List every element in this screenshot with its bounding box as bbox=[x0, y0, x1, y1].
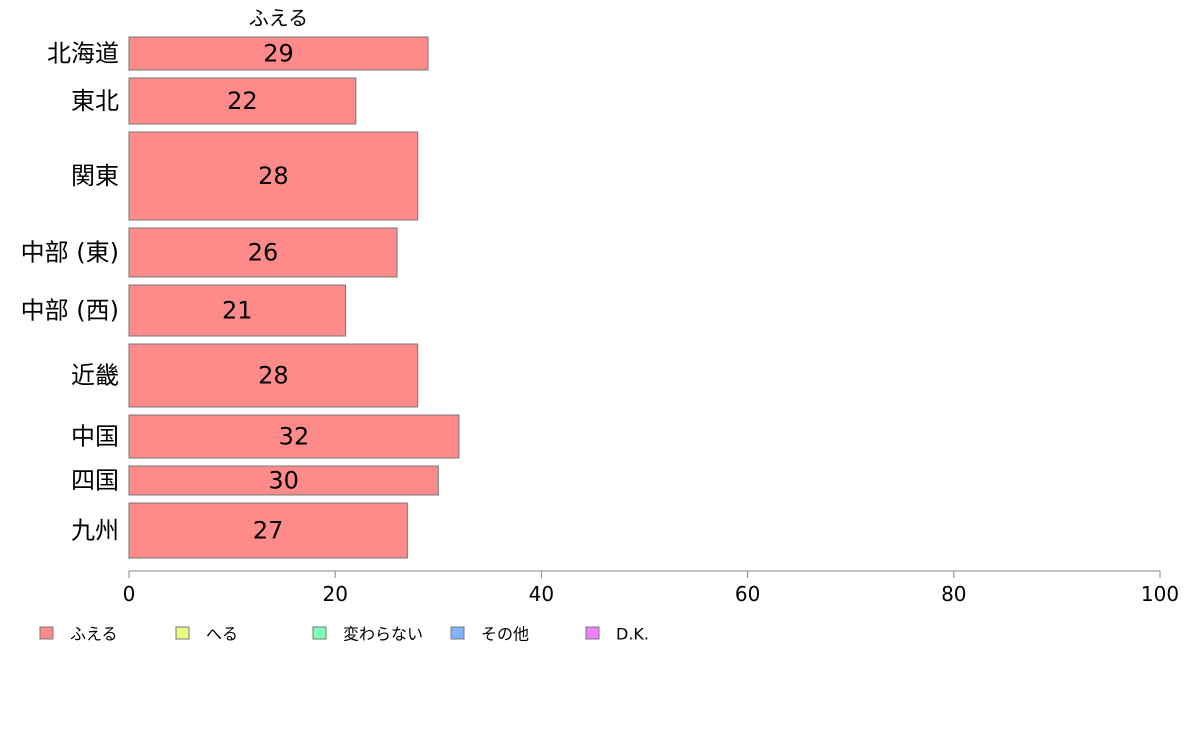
category-label: 四国 bbox=[71, 467, 119, 495]
bar bbox=[128, 77, 357, 125]
category-label: 関東 bbox=[71, 162, 119, 190]
bar-value-label: 28 bbox=[258, 362, 289, 390]
legend-label: その他 bbox=[481, 625, 529, 644]
bar-value-label: 26 bbox=[248, 239, 279, 267]
category-label: 中国 bbox=[71, 423, 119, 451]
x-tick-label: 0 bbox=[123, 582, 136, 606]
category-label: 九州 bbox=[71, 517, 119, 545]
bar-value-label: 30 bbox=[268, 467, 299, 495]
category-label: 近畿 bbox=[71, 362, 119, 390]
legend-swatch bbox=[39, 626, 54, 640]
bars-group: 北海道 29 東北 22 関東 28 中部 (東) 26 中部 (西) 21 近畿 28 中国 32 四国 3… bbox=[21, 36, 460, 559]
x-tick-label: 20 bbox=[322, 582, 347, 606]
bar-value-label: 21 bbox=[222, 297, 253, 325]
legend-swatch bbox=[175, 626, 190, 640]
series-title: ふえる bbox=[249, 6, 308, 30]
legend-swatch bbox=[585, 626, 600, 640]
legend-label: D.K. bbox=[616, 625, 649, 644]
bar-value-label: 27 bbox=[253, 517, 284, 545]
legend-label: ふえる bbox=[70, 625, 118, 644]
bar bbox=[128, 227, 398, 278]
x-tick-label: 100 bbox=[1141, 582, 1179, 606]
bar bbox=[128, 343, 419, 408]
category-label: 中部 (東) bbox=[21, 239, 119, 267]
legend-swatch bbox=[312, 626, 327, 640]
legend-swatch bbox=[450, 626, 465, 640]
bar bbox=[128, 36, 429, 71]
legend-label: へる bbox=[206, 625, 238, 644]
x-tick-label: 40 bbox=[529, 582, 554, 606]
bar bbox=[128, 284, 347, 337]
bar bbox=[128, 465, 439, 496]
legend-label: 変わらない bbox=[343, 625, 423, 644]
bar-value-label: 29 bbox=[263, 40, 294, 68]
x-tick-label: 80 bbox=[941, 582, 966, 606]
bar bbox=[128, 131, 419, 221]
category-label: 北海道 bbox=[47, 40, 119, 68]
bar-value-label: 28 bbox=[258, 162, 289, 190]
bar-value-label: 32 bbox=[279, 423, 310, 451]
bar-value-label: 22 bbox=[227, 87, 258, 115]
category-label: 東北 bbox=[71, 87, 119, 115]
x-tick-label: 60 bbox=[735, 582, 760, 606]
x-axis: 0 20 40 60 80 100 bbox=[123, 570, 1179, 606]
bar bbox=[128, 414, 460, 459]
category-label: 中部 (西) bbox=[21, 297, 119, 325]
legend: ふえる へる 変わらない その他 D.K. bbox=[39, 625, 649, 644]
bar bbox=[128, 502, 408, 559]
